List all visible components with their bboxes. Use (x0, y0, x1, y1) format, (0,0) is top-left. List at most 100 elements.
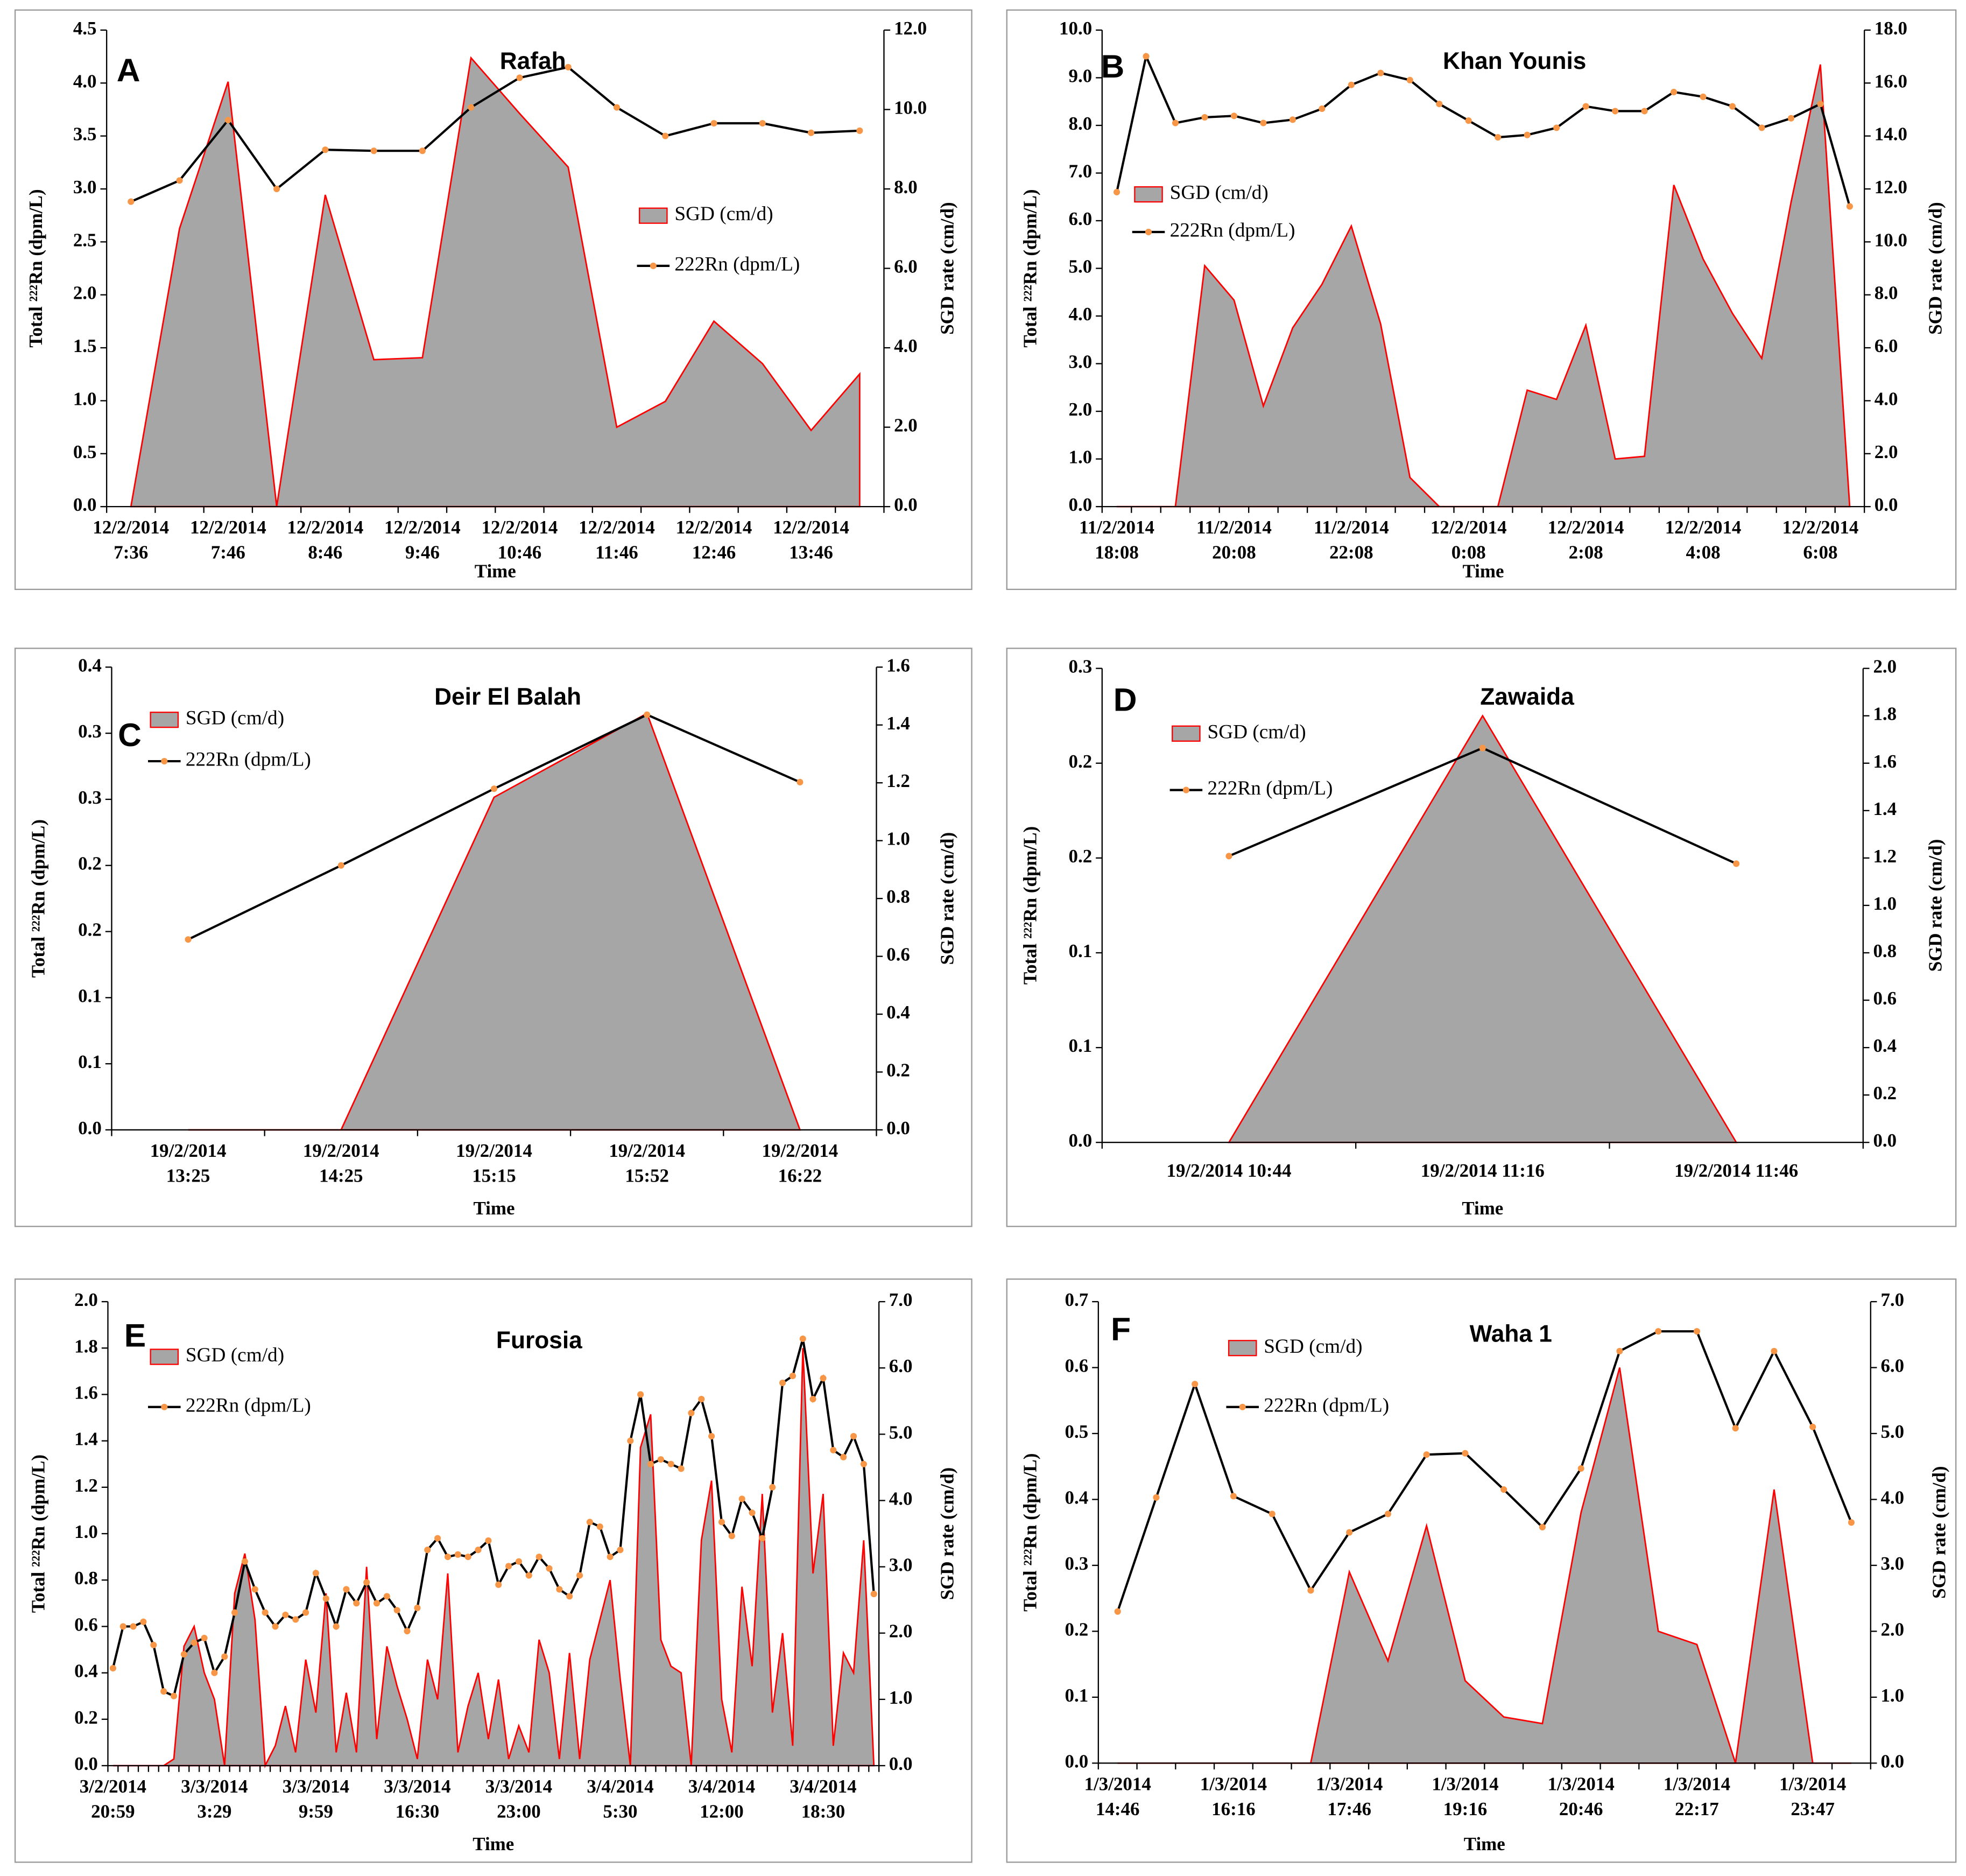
radon-marker (1377, 69, 1384, 76)
x-tick-label: 12/2/2014 8:46 (287, 517, 364, 563)
radon-marker (337, 862, 344, 869)
y2-tick-label: 7.0 (1880, 1289, 1904, 1310)
y-tick-label: 0.0 (1068, 494, 1092, 515)
radon-marker (1114, 1608, 1121, 1615)
y-tick-label: 0.3 (78, 721, 102, 742)
radon-marker (565, 64, 572, 71)
y2-tick-label: 8.0 (894, 177, 918, 198)
y2-tick-label: 6.0 (894, 256, 918, 277)
radon-marker (272, 1623, 279, 1630)
legend-label: SGD (cm/d) (186, 707, 284, 729)
radon-marker (363, 1579, 370, 1586)
y-tick-label: 10.0 (1059, 18, 1092, 39)
radon-marker (224, 117, 231, 124)
radon-marker (1539, 1523, 1546, 1530)
radon-marker (840, 1453, 847, 1460)
y-tick-label: 2.0 (74, 1289, 98, 1310)
legend-marker (161, 1403, 168, 1410)
chart-panel: 0.0 0.1 0.2 0.3 0.4 0.5 0.6 0.7 0.0 1.0 2.0 3.0 4.0 5… (1006, 1278, 1957, 1863)
chart-panel: 0.0 0.1 0.1 0.2 0.2 0.3 0.3 0.4 0.0 0.2 0.4 0.6 0.8 1… (14, 648, 973, 1227)
y2-axis-title: SGD rate (cm/d) (1928, 1466, 1949, 1598)
radon-line (111, 1338, 875, 1698)
radon-marker (556, 1586, 563, 1593)
y-axis-title: Total ²²²Rn (dpm/L) (1019, 189, 1040, 347)
y2-axis-title: SGD rate (cm/d) (937, 202, 958, 334)
radon-marker (221, 1653, 228, 1660)
y2-tick-label: 1.2 (1873, 846, 1897, 867)
legend-marker (1239, 1403, 1246, 1410)
radon-marker (343, 1586, 350, 1593)
radon-marker (128, 198, 135, 205)
y-tick-label: 1.0 (74, 1521, 98, 1542)
x-tick-label: 3/2/2014 20:59 (80, 1776, 146, 1822)
y-tick-label: 0.3 (1065, 1553, 1089, 1574)
radon-marker (1787, 115, 1795, 122)
x-tick-label: 1/3/2014 23:47 (1779, 1773, 1846, 1819)
legend-swatch (1134, 186, 1163, 203)
y-tick-label: 0.1 (1068, 940, 1092, 961)
radon-marker (797, 778, 804, 786)
radon-marker (180, 1651, 187, 1658)
chart-panel: 0.0 0.1 0.1 0.2 0.2 0.3 0.0 0.2 0.4 0.6 0.8 1.0 1.2 1… (1006, 648, 1957, 1227)
x-tick-label: 12/2/2014 4:08 (1665, 517, 1742, 563)
radon-marker (1655, 1328, 1662, 1335)
radon-marker (535, 1554, 542, 1561)
chart-panel: 0.0 0.2 0.4 0.6 0.8 1.0 1.2 1.4 1.6 1.8 2.0 0.0 1.0 2… (14, 1278, 973, 1863)
x-tick-label: 1/3/2014 14:46 (1084, 1773, 1151, 1819)
radon-marker (201, 1634, 208, 1642)
y-tick-label: 2.0 (73, 283, 97, 304)
y2-tick-label: 4.0 (1875, 388, 1898, 409)
radon-marker (1771, 1347, 1778, 1354)
panel-frame (1006, 9, 1957, 591)
y2-tick-label: 1.0 (889, 1687, 913, 1708)
radon-marker (1230, 113, 1238, 120)
y2-tick-label: 1.2 (886, 770, 910, 791)
legend-label: 222Rn (dpm/L) (186, 749, 311, 771)
y2-tick-label: 2.0 (889, 1621, 913, 1642)
radon-marker (830, 1446, 837, 1453)
sgd-area (112, 1348, 875, 1769)
chart-title: Waha 1 (1470, 1321, 1552, 1347)
y2-axis-title: SGD rate (cm/d) (937, 1467, 958, 1600)
radon-marker (505, 1563, 512, 1570)
y-tick-label: 4.0 (1068, 304, 1092, 325)
y2-tick-label: 1.4 (1873, 798, 1897, 819)
y-axis-title: Total ²²²Rn (dpm/L) (28, 819, 49, 978)
radon-marker (1260, 120, 1267, 127)
chart-title: Furosia (496, 1327, 582, 1353)
radon-marker (302, 1609, 309, 1616)
x-tick-label: 3/4/2014 12:00 (688, 1776, 755, 1822)
radon-marker (759, 120, 766, 127)
y-tick-label: 1.8 (74, 1336, 98, 1357)
x-tick-label: 3/4/2014 18:30 (790, 1776, 856, 1822)
y-tick-label: 0.2 (78, 919, 102, 940)
legend-label: SGD (cm/d) (674, 203, 773, 225)
legend-label: 222Rn (dpm/L) (674, 253, 800, 275)
x-tick-label: 3/3/2014 16:30 (384, 1776, 450, 1822)
panel-letter: F (1111, 1311, 1131, 1347)
radon-marker (1729, 103, 1736, 110)
radon-marker (1809, 1423, 1816, 1430)
radon-marker (119, 1623, 126, 1630)
radon-marker (613, 104, 621, 111)
chart-title: Zawaida (1480, 684, 1574, 710)
y2-axis-title: SGD rate (cm/d) (937, 832, 958, 965)
radon-marker (170, 1692, 178, 1699)
radon-marker (454, 1551, 461, 1558)
panel-letter: D (1114, 681, 1137, 718)
y2-tick-label: 0.0 (1873, 1130, 1897, 1151)
y-axis-title: Total ²²²Rn (dpm/L) (25, 189, 46, 347)
radon-line (1116, 1330, 1852, 1612)
x-tick-label: 1/3/2014 20:46 (1548, 1773, 1615, 1819)
legend-label: SGD (cm/d) (1207, 721, 1306, 743)
y-tick-label: 1.0 (1068, 447, 1092, 468)
y2-tick-label: 7.0 (889, 1289, 913, 1310)
y-tick-label: 5.0 (1068, 256, 1092, 277)
radon-marker (546, 1565, 553, 1572)
radon-marker (140, 1618, 147, 1625)
radon-marker (434, 1535, 441, 1542)
radon-marker (769, 1484, 776, 1491)
y2-tick-label: 1.0 (1880, 1685, 1904, 1706)
x-tick-label: 3/3/2014 9:59 (283, 1776, 349, 1822)
